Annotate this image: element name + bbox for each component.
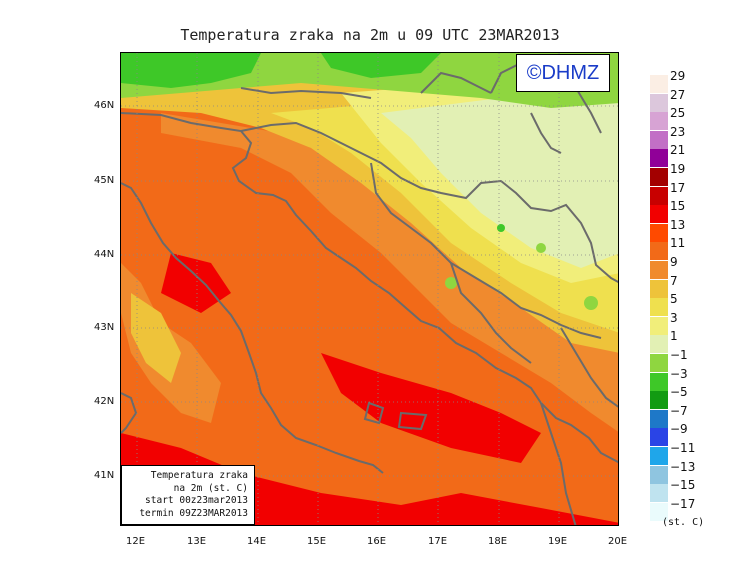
- legend-label: −17: [670, 496, 696, 511]
- lon-label: 12E: [126, 536, 146, 547]
- legend-label: 25: [670, 106, 686, 121]
- legend-label: 1: [670, 329, 678, 344]
- legend-label: 15: [670, 199, 686, 214]
- lon-label: 13E: [187, 536, 207, 547]
- legend-label: 17: [670, 180, 686, 195]
- legend-unit: (st. C): [662, 517, 705, 528]
- info-line: start 00z23mar2013: [145, 495, 248, 506]
- legend-label: 27: [670, 87, 686, 102]
- legend-swatch: [650, 223, 668, 242]
- legend-swatch: [650, 354, 668, 372]
- legend-label: −9: [670, 422, 688, 437]
- legend-swatch: [650, 484, 668, 503]
- legend-label: −5: [670, 385, 688, 400]
- legend-label: 13: [670, 217, 686, 232]
- legend-label: −15: [670, 478, 696, 493]
- legend-swatch: [650, 205, 668, 224]
- legend-label: −13: [670, 459, 696, 474]
- legend-label: −3: [670, 366, 688, 381]
- mountain-spot: [536, 243, 546, 253]
- lon-label: 18E: [488, 536, 508, 547]
- coastline-and-borders: [121, 61, 618, 525]
- legend-swatch: [650, 391, 668, 410]
- lat-label: 45N: [94, 175, 115, 186]
- legend-swatch: [650, 186, 668, 205]
- info-line: termin 09Z23MAR2013: [139, 507, 248, 519]
- info-line: na 2m (st. C): [173, 482, 248, 494]
- lat-label: 43N: [94, 322, 115, 333]
- mountain-spot: [445, 277, 457, 289]
- legend-label: 9: [670, 255, 678, 269]
- legend-swatch: [650, 335, 668, 354]
- northwest-dark-green: [121, 53, 261, 88]
- lat-label: 44N: [94, 249, 115, 260]
- legend-swatch: [650, 465, 668, 484]
- legend-swatch: [650, 130, 668, 149]
- legend-swatch: [650, 372, 668, 391]
- legend-label: 3: [670, 310, 678, 325]
- map-title: Temperatura zraka na 2m u 09 UTC 23MAR20…: [180, 26, 560, 44]
- legend-swatch: [650, 149, 668, 168]
- legend-label: 21: [670, 143, 686, 158]
- legend-label: 11: [670, 236, 686, 251]
- lat-label: 42N: [94, 396, 115, 407]
- legend-label: 7: [670, 273, 678, 288]
- lon-label: 14E: [247, 536, 267, 547]
- legend-swatch: [650, 428, 668, 447]
- temperature-map: [120, 52, 619, 526]
- lon-label: 16E: [367, 536, 387, 547]
- central-hot-zone: [321, 353, 541, 463]
- legend-label: 5: [670, 292, 678, 307]
- lon-label: 15E: [307, 536, 327, 547]
- coastal-warm-band: [161, 113, 618, 432]
- legend-label: 19: [670, 162, 686, 176]
- italy-hot-patch: [161, 253, 231, 313]
- legend-label: 23: [670, 124, 686, 139]
- legend-swatch: [650, 242, 668, 261]
- legend-swatch: [650, 316, 668, 335]
- legend-label: −11: [670, 441, 696, 455]
- legend-swatch: [650, 298, 668, 317]
- legend-swatch: [650, 409, 668, 428]
- italy-yellow-patch: [131, 293, 181, 383]
- lon-label: 19E: [548, 536, 568, 547]
- lon-label: 17E: [428, 536, 448, 547]
- info-box: Temperatura zraka na 2m (st. C) start 00…: [121, 465, 255, 525]
- map-field: [121, 53, 618, 525]
- dhmz-logo: ©DHMZ: [516, 54, 610, 92]
- mountain-spot: [497, 224, 505, 232]
- legend-swatch: [650, 93, 668, 112]
- legend-swatch: [650, 502, 668, 521]
- legend-swatch: [650, 75, 668, 93]
- legend-swatch: [650, 112, 668, 131]
- inland-cool-patch: [471, 113, 501, 163]
- legend-swatch: [650, 261, 668, 279]
- north-dark-green: [321, 53, 441, 78]
- lon-label: 20E: [608, 536, 628, 547]
- info-line: Temperatura zraka: [150, 470, 248, 481]
- lat-label: 46N: [94, 100, 115, 111]
- legend-swatch: [650, 168, 668, 186]
- legend-swatch: [650, 279, 668, 298]
- mountain-spot: [584, 296, 598, 310]
- legend-label: −1: [670, 348, 688, 362]
- legend-label: −7: [670, 403, 688, 418]
- legend-swatch: [650, 447, 668, 465]
- legend-label: 29: [670, 69, 686, 83]
- lat-label: 41N: [94, 470, 115, 481]
